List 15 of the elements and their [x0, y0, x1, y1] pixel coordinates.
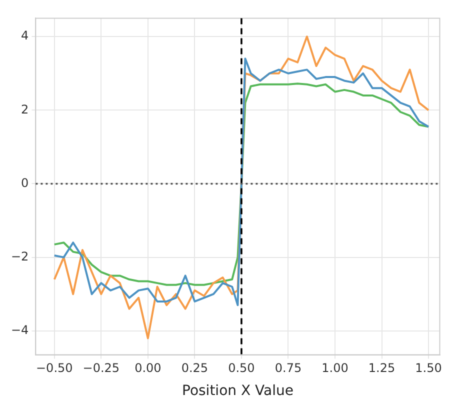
x-tick-label: 0.00 [134, 361, 162, 376]
x-tick-label: 0.75 [274, 361, 302, 376]
y-tick-label: −4 [10, 323, 29, 338]
x-axis-title: Position X Value [182, 383, 294, 400]
y-tick-label: 4 [21, 28, 29, 43]
y-tick-label: 2 [21, 102, 29, 116]
y-tick-label: −2 [10, 249, 29, 264]
x-tick-label: 1.25 [368, 361, 396, 376]
x-tick-label: 0.25 [181, 361, 208, 376]
x-tick-label: −0.25 [82, 361, 120, 376]
y-tick-label: 0 [21, 176, 29, 190]
x-tick-label: 0.50 [228, 361, 255, 376]
x-tick-label: 1.00 [322, 361, 348, 376]
x-tick-label: 1.50 [415, 361, 442, 376]
x-tick-label: −0.50 [36, 361, 73, 376]
